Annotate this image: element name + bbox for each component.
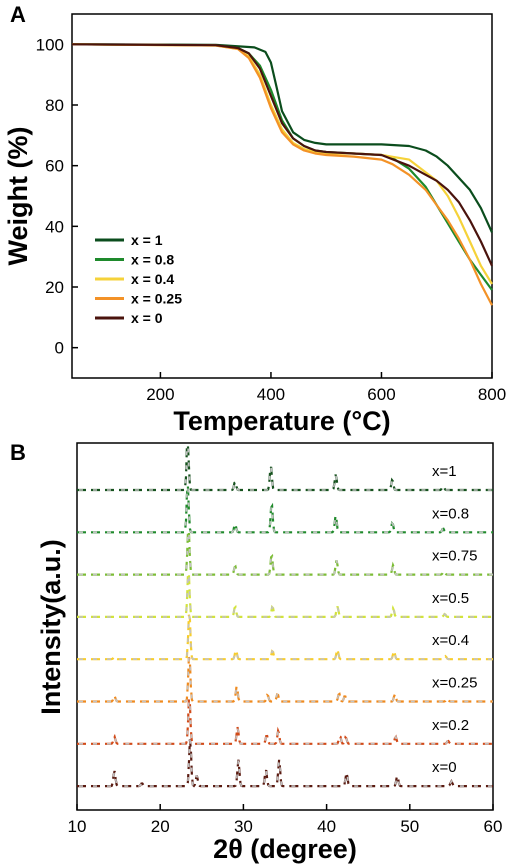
xrd-reference-line — [77, 739, 493, 788]
xrd-pattern-line — [77, 485, 493, 534]
panel-label-b: B — [10, 440, 26, 465]
legend-label: x = 0.4 — [131, 271, 174, 287]
series-label-b: x=0.8 — [432, 505, 469, 522]
x-tick-label-a: 200 — [146, 385, 174, 404]
x-tick-label-b: 20 — [151, 817, 170, 836]
x-axis-title-b: 2θ (degree) — [213, 834, 357, 864]
panel-b-xrd-chart: 10 20 30 40 50 60 x=1 x=0.8 x=0.75 x=0.5 x=0.4 x=0… — [36, 442, 503, 864]
x-tick-label-b: 30 — [234, 817, 253, 836]
series-line-a — [71, 43, 494, 267]
xrd-pattern-line — [77, 739, 493, 788]
series-label-b: x=0.25 — [432, 675, 477, 692]
xrd-reference-line — [77, 699, 493, 745]
xrd-reference-line — [77, 573, 493, 618]
series-label-b: x=1 — [432, 463, 457, 480]
legend-label: x = 0.8 — [131, 252, 174, 268]
y-axis-title-b: Intensity(a.u.) — [36, 539, 66, 715]
series-label-b: x=0.5 — [432, 590, 469, 607]
xrd-reference-line — [77, 614, 493, 660]
legend-label: x = 0 — [131, 310, 163, 326]
y-tick-label-a: 60 — [45, 157, 64, 176]
x-tick-label-b: 40 — [317, 817, 336, 836]
xrd-reference-line — [77, 444, 493, 491]
xrd-pattern-line — [77, 530, 493, 576]
panel-label-a: A — [10, 2, 26, 27]
xrd-pattern-line — [77, 444, 493, 492]
series-line-a — [71, 43, 494, 233]
series-line-a — [71, 43, 493, 306]
legend-a: x = 1 x = 0.8 x = 0.4 x = 0.25 x = 0 — [95, 232, 182, 326]
x-tick-label-b: 10 — [68, 817, 87, 836]
y-axis-title-a: Weight (%) — [3, 127, 33, 266]
legend-label: x = 0.25 — [131, 291, 182, 307]
series-label-b: x=0.2 — [432, 717, 469, 734]
x-tick-label-b: 60 — [484, 817, 503, 836]
xrd-reference-line — [77, 486, 493, 534]
x-tick-label-b: 50 — [400, 817, 419, 836]
y-tick-label-a: 80 — [45, 96, 64, 115]
xrd-pattern-line — [77, 656, 493, 703]
xrd-pattern-line — [77, 699, 493, 745]
xrd-pattern-line — [77, 572, 493, 618]
x-tick-label-a: 600 — [367, 385, 395, 404]
x-axis-title-a: Temperature (°C) — [173, 406, 390, 436]
legend-label: x = 1 — [131, 232, 163, 248]
series-line-a — [71, 43, 493, 285]
xrd-reference-line — [77, 656, 493, 703]
xrd-pattern-line — [77, 614, 493, 661]
y-tick-label-a: 0 — [55, 339, 64, 358]
plot-frame-a — [71, 13, 493, 379]
series-label-b: x=0 — [432, 759, 457, 776]
y-tick-label-a: 100 — [36, 35, 64, 54]
series-label-b: x=0.75 — [432, 548, 477, 565]
plot-frame-b — [76, 442, 494, 811]
xrd-reference-line — [77, 530, 493, 576]
y-tick-label-a: 20 — [45, 278, 64, 297]
series-label-b: x=0.4 — [432, 632, 469, 649]
y-tick-label-a: 40 — [45, 217, 64, 236]
x-tick-label-a: 400 — [257, 385, 285, 404]
x-tick-label-a: 800 — [478, 385, 506, 404]
